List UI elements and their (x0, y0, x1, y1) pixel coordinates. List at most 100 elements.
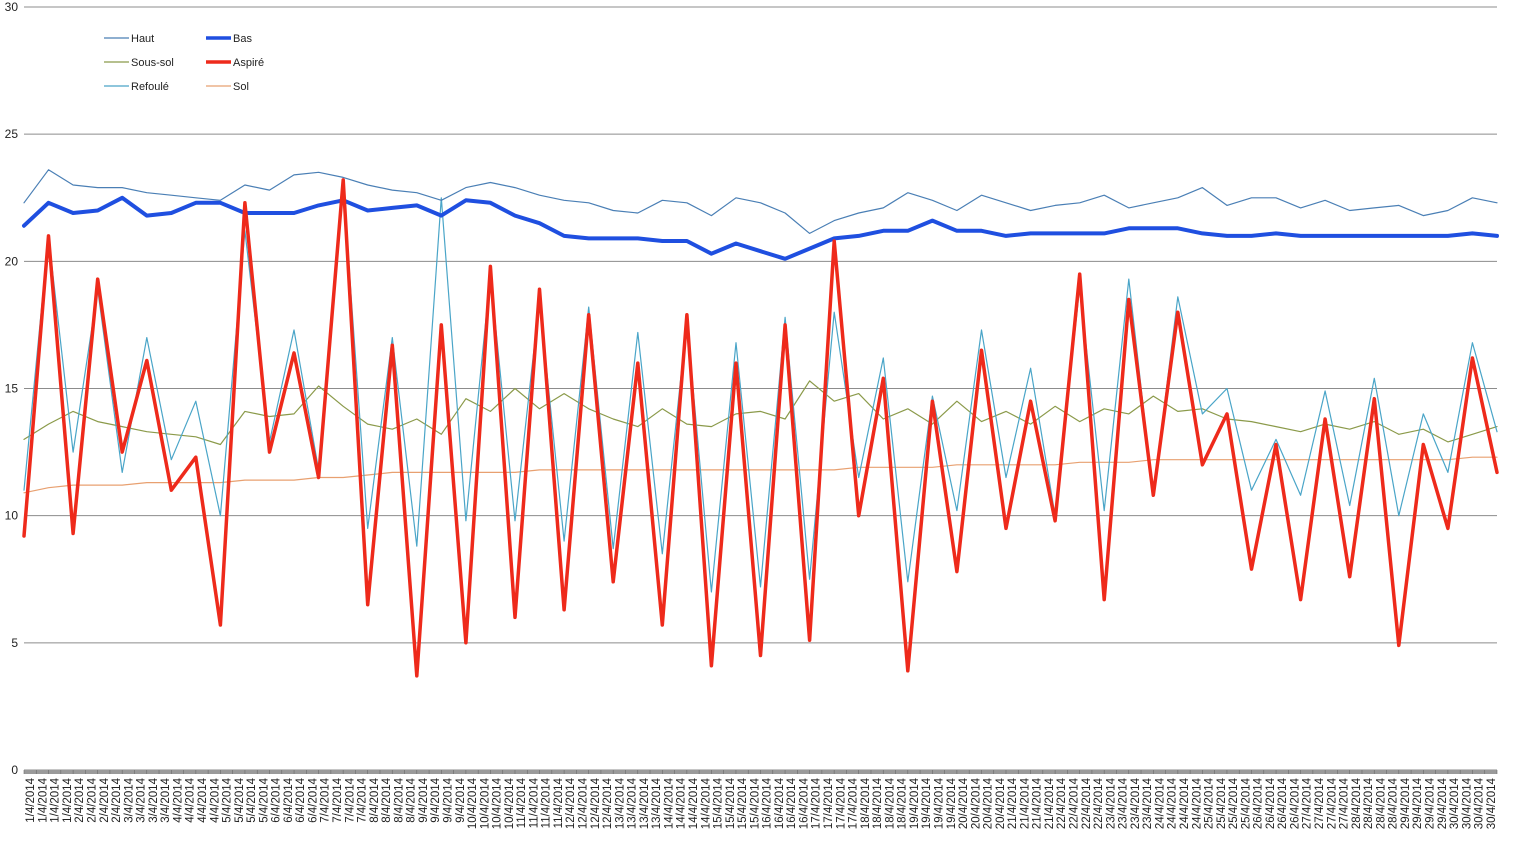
x-tick-label: 12/4/2014 (565, 777, 577, 829)
legend: Haut Bas Sous-sol Aspiré Refoulé Sol (104, 33, 264, 93)
x-tick-label: 1/4/2014 (37, 777, 49, 822)
x-tick-label: 25/4/2014 (1216, 777, 1228, 829)
x-tick-label: 19/4/2014 (921, 777, 933, 829)
x-tick-label: 16/4/2014 (799, 777, 811, 829)
x-tick-label: 25/4/2014 (1228, 777, 1240, 829)
x-tick-label: 23/4/2014 (1118, 777, 1130, 829)
x-tick-label: 9/4/2014 (443, 777, 455, 822)
x-tick-label: 2/4/2014 (87, 777, 99, 822)
x-tick-label: 28/4/2014 (1388, 777, 1400, 829)
x-tick-label: 21/4/2014 (1032, 777, 1044, 829)
x-tick-label: 15/4/2014 (749, 777, 761, 829)
x-tick-label: 4/4/2014 (209, 777, 221, 822)
x-tick-label: 9/4/2014 (430, 777, 442, 822)
x-tick-label: 12/4/2014 (590, 777, 602, 829)
x-tick-label: 6/4/2014 (295, 777, 307, 822)
x-tick-label: 6/4/2014 (283, 777, 295, 822)
x-tick-label: 22/4/2014 (1069, 777, 1081, 829)
x-tick-label: 22/4/2014 (1056, 777, 1068, 829)
x-tick-label: 13/4/2014 (627, 777, 639, 829)
y-tick-label: 25 (5, 127, 19, 141)
x-tick-label: 24/4/2014 (1179, 777, 1191, 829)
x-tick-label: 14/4/2014 (663, 777, 675, 829)
x-tick-label: 18/4/2014 (860, 777, 872, 829)
x-tick-label: 4/4/2014 (197, 777, 209, 822)
x-tick-label: 11/4/2014 (553, 777, 565, 828)
x-tick-label: 16/4/2014 (786, 777, 798, 829)
x-tick-label: 8/4/2014 (393, 777, 405, 822)
x-tick-label: 24/4/2014 (1191, 777, 1203, 829)
legend-item: Refoulé (104, 81, 169, 93)
legend-label: Bas (233, 33, 252, 45)
x-tick-label: 14/4/2014 (700, 777, 712, 829)
x-tick-label: 27/4/2014 (1302, 777, 1314, 829)
x-tick-label: 22/4/2014 (1081, 777, 1093, 829)
x-tick-label: 22/4/2014 (1093, 777, 1105, 829)
legend-label: Sol (233, 81, 249, 93)
series-line-sol (23, 456, 1498, 494)
x-tick-label: 1/4/2014 (25, 777, 37, 822)
x-tick-label: 3/4/2014 (136, 777, 148, 822)
x-tick-label: 29/4/2014 (1437, 777, 1449, 829)
x-tick-label: 10/4/2014 (492, 777, 504, 829)
x-tick-label: 20/4/2014 (995, 777, 1007, 829)
x-tick-label: 27/4/2014 (1326, 777, 1338, 829)
legend-label: Sous-sol (131, 57, 174, 69)
x-tick-label: 19/4/2014 (909, 777, 921, 829)
series-line-sous-sol (23, 380, 1498, 446)
x-tick-label: 3/4/2014 (160, 777, 172, 822)
x-tick-label: 12/4/2014 (602, 777, 614, 829)
x-tick-label: 23/4/2014 (1142, 777, 1154, 829)
series-line-bas (22, 195, 1499, 261)
x-tick-label: 2/4/2014 (111, 777, 123, 822)
x-tick-label: 11/4/2014 (541, 777, 553, 828)
x-tick-label: 28/4/2014 (1351, 777, 1363, 829)
x-tick-label: 13/4/2014 (639, 777, 651, 829)
x-tick-label: 19/4/2014 (934, 777, 946, 829)
x-tick-label: 19/4/2014 (946, 777, 958, 829)
legend-item: Sol (206, 81, 249, 93)
x-tick-label: 12/4/2014 (578, 777, 590, 829)
x-tick-label: 26/4/2014 (1253, 777, 1265, 829)
x-tick-label: 11/4/2014 (528, 777, 540, 828)
data-series (22, 169, 1499, 678)
x-tick-label: 3/4/2014 (148, 777, 160, 822)
x-tick-label: 28/4/2014 (1363, 777, 1375, 829)
x-tick-label: 15/4/2014 (725, 777, 737, 829)
x-tick-label: 8/4/2014 (369, 777, 381, 822)
x-tick-label: 10/4/2014 (479, 777, 491, 829)
x-tick-label: 24/4/2014 (1154, 777, 1166, 829)
legend-item: Bas (206, 33, 252, 45)
x-axis-tick-labels: 1/4/2014 1/4/2014 1/4/2014 1/4/2014 2/4/2014… (25, 777, 1498, 829)
x-tick-label: 23/4/2014 (1105, 777, 1117, 829)
y-tick-label: 10 (5, 509, 19, 523)
x-tick-label: 1/4/2014 (50, 777, 62, 822)
x-tick-label: 14/4/2014 (676, 777, 688, 829)
x-tick-label: 26/4/2014 (1265, 777, 1277, 829)
x-tick-label: 27/4/2014 (1339, 777, 1351, 829)
y-tick-label: 0 (11, 763, 18, 777)
x-tick-label: 21/4/2014 (1019, 777, 1031, 829)
x-tick-label: 5/4/2014 (246, 777, 258, 822)
x-tick-label: 8/4/2014 (381, 777, 393, 822)
x-tick-label: 5/4/2014 (258, 777, 270, 822)
y-tick-label: 15 (5, 382, 19, 396)
x-tick-label: 28/4/2014 (1375, 777, 1387, 829)
gridlines (24, 6, 1497, 771)
x-tick-label: 15/4/2014 (713, 777, 725, 829)
legend-item: Sous-sol (104, 57, 174, 69)
x-axis (23, 770, 1498, 774)
x-tick-label: 29/4/2014 (1425, 777, 1437, 829)
x-tick-label: 8/4/2014 (406, 777, 418, 822)
x-tick-label: 7/4/2014 (320, 777, 332, 822)
series-line-haut (23, 169, 1498, 234)
x-tick-label: 5/4/2014 (234, 777, 246, 822)
x-tick-label: 23/4/2014 (1130, 777, 1142, 829)
x-tick-label: 2/4/2014 (99, 777, 111, 822)
x-tick-label: 3/4/2014 (123, 777, 135, 822)
y-axis-tick-labels: 0 5 10 15 20 25 30 (5, 0, 19, 777)
x-tick-label: 6/4/2014 (271, 777, 283, 822)
x-tick-label: 25/4/2014 (1204, 777, 1216, 829)
x-tick-label: 17/4/2014 (823, 777, 835, 829)
x-tick-label: 27/4/2014 (1314, 777, 1326, 829)
